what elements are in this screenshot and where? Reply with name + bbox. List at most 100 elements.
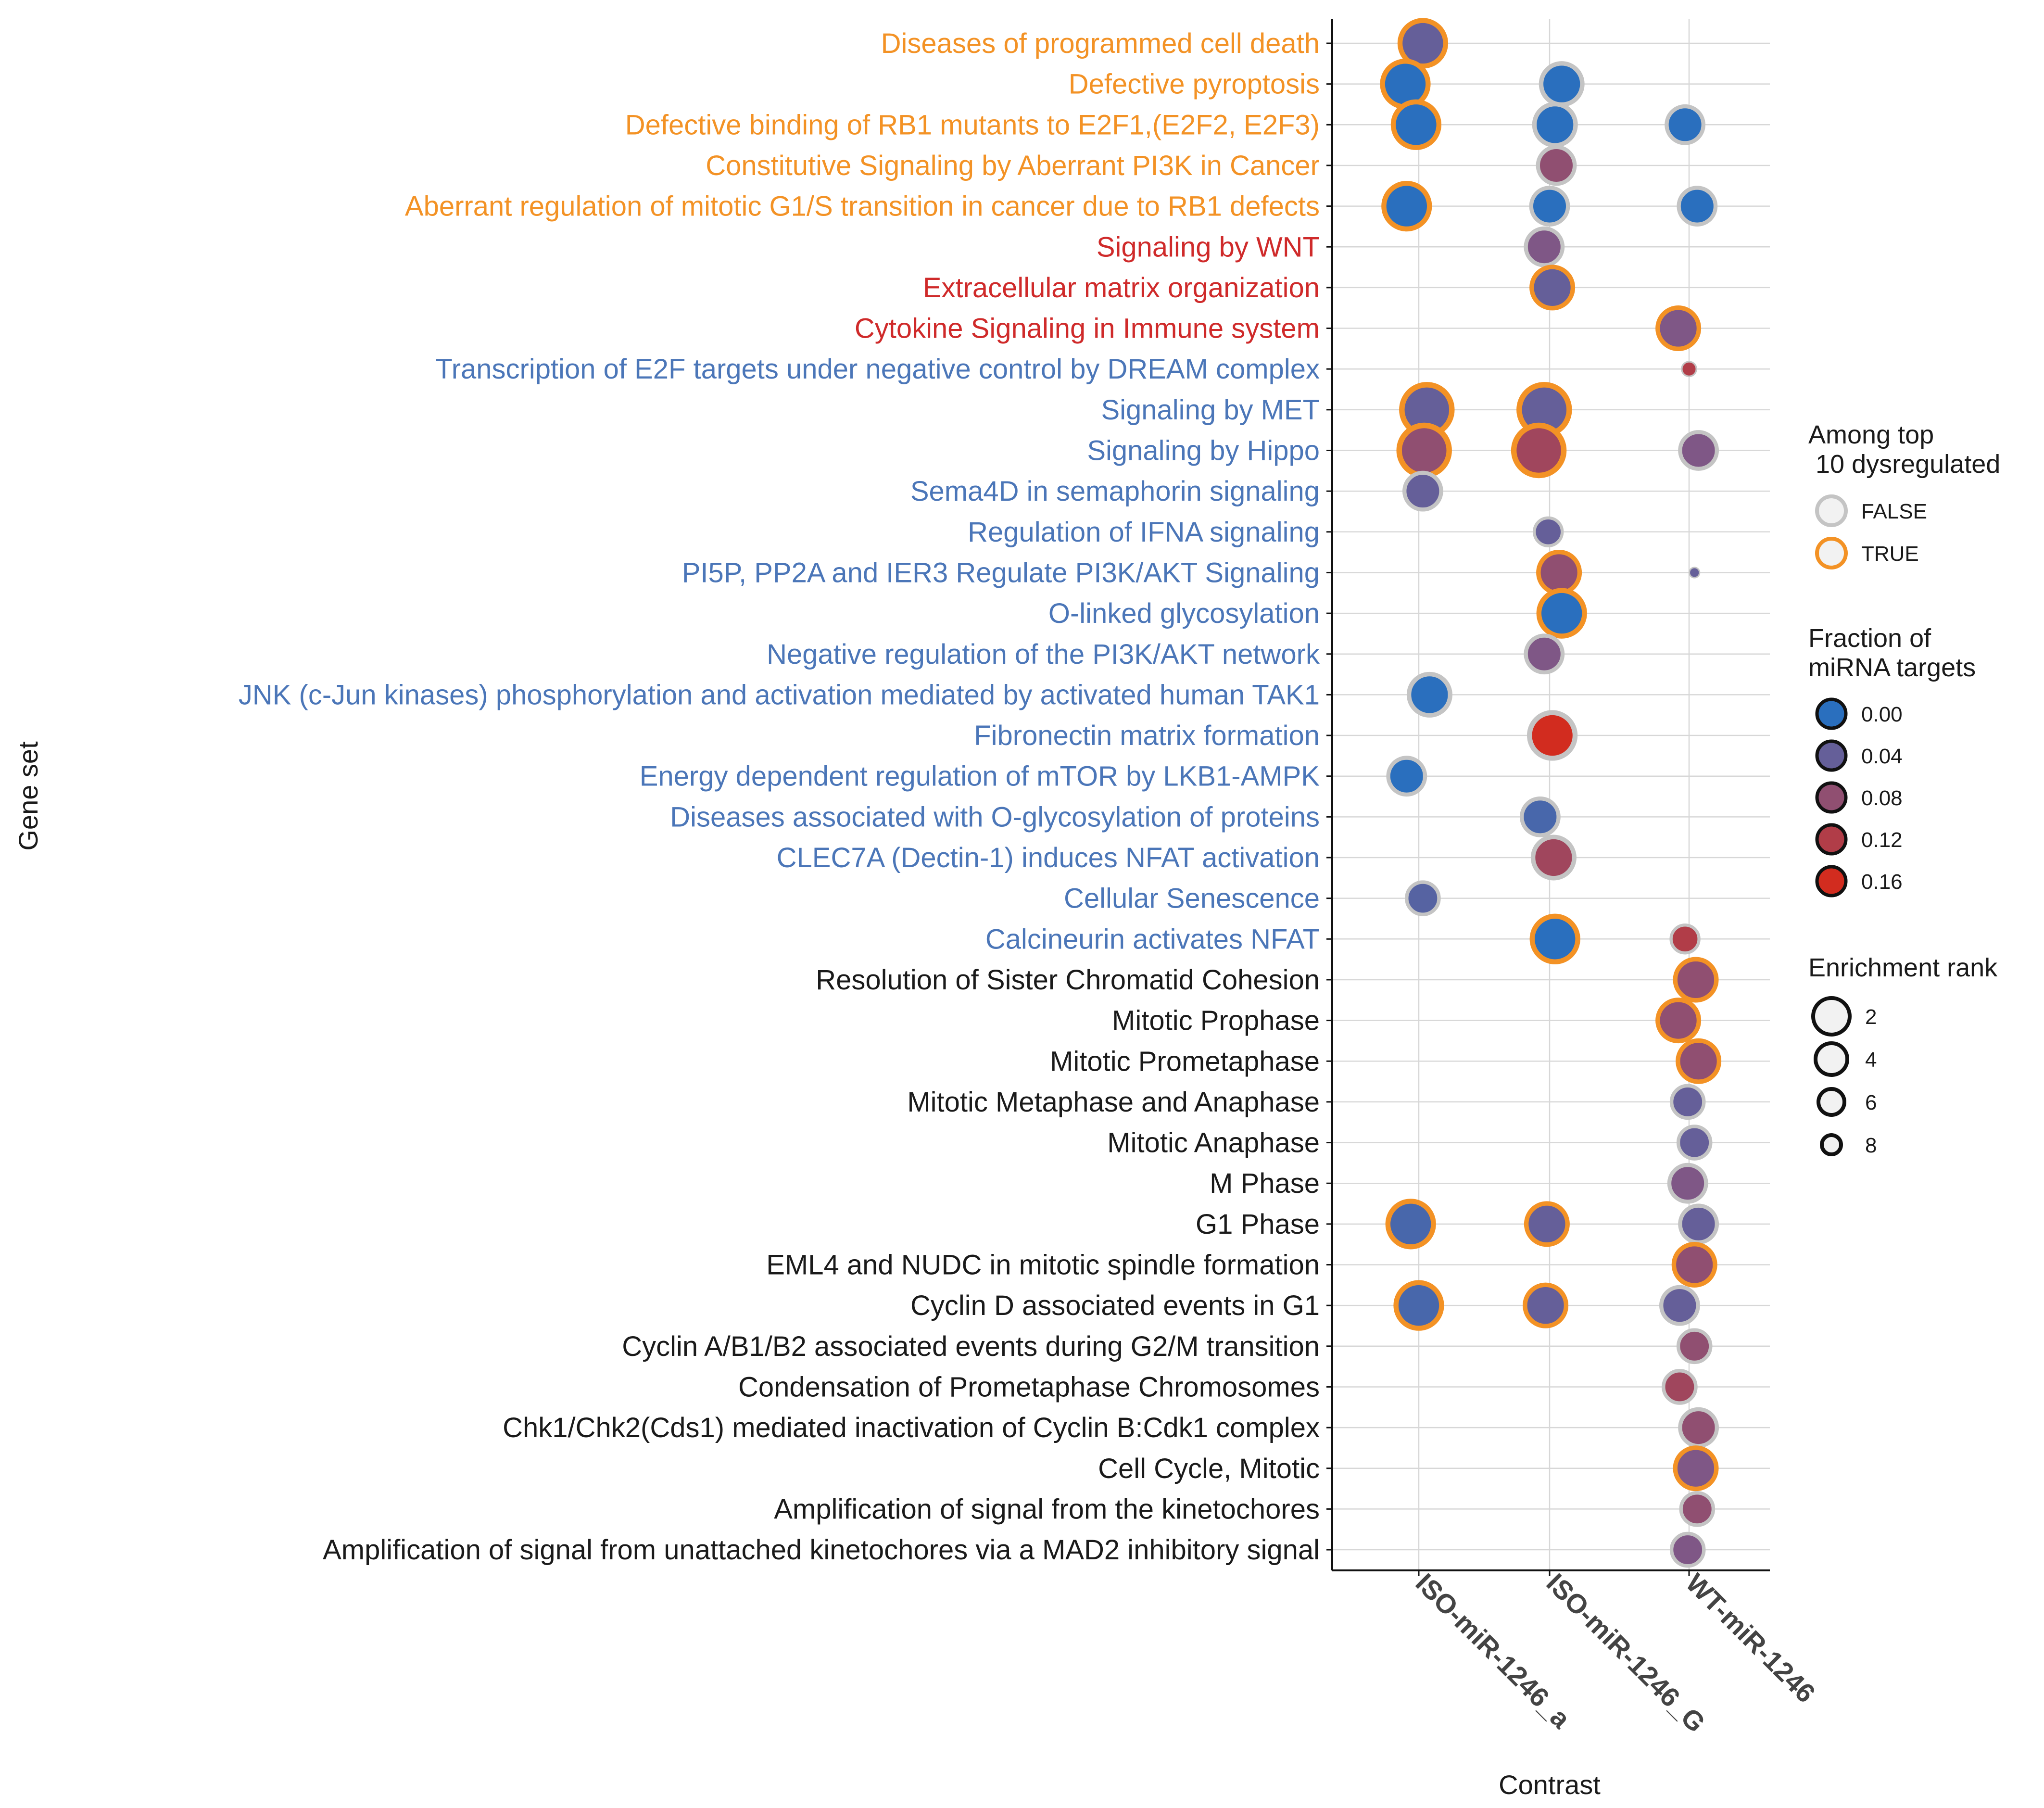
legend-fraction-key <box>1815 697 1848 730</box>
data-point <box>1523 1282 1569 1328</box>
gene-set-label: Cellular Senescence <box>1064 883 1320 914</box>
gene-set-label: Defective pyroptosis <box>1069 69 1320 100</box>
gene-set-label: Cyclin D associated events in G1 <box>910 1290 1320 1321</box>
legend-rank-label: 8 <box>1865 1134 1877 1157</box>
legend-rank-label: 2 <box>1865 1005 1877 1029</box>
gene-set-label: Aberrant regulation of mitotic G1/S tran… <box>405 191 1320 222</box>
gene-set-label: Mitotic Metaphase and Anaphase <box>907 1087 1320 1118</box>
gene-set-label: CLEC7A (Dectin-1) induces NFAT activatio… <box>777 842 1320 873</box>
axes <box>1326 19 1770 1576</box>
legend-top10-label: FALSE <box>1861 500 1927 523</box>
gene-set-label: M Phase <box>1210 1168 1320 1199</box>
gene-set-label: Signaling by Hippo <box>1087 435 1320 467</box>
gene-set-label: Calcineurin activates NFAT <box>985 923 1320 955</box>
data-point <box>1402 470 1443 512</box>
gene-set-label: Mitotic Prometaphase <box>1050 1046 1320 1077</box>
data-point <box>1527 710 1578 761</box>
data-point <box>1665 104 1706 145</box>
data-point <box>1529 913 1580 964</box>
data-point <box>1669 1531 1706 1568</box>
legend: Among top 10 dysregulated FALSE TRUE Frac… <box>1808 420 2000 1157</box>
data-point <box>1524 633 1565 675</box>
gene-set-label: Mitotic Prophase <box>1112 1005 1320 1037</box>
x-axis-title: Contrast <box>1499 1770 1601 1800</box>
legend-fraction-label: 0.04 <box>1861 745 1903 768</box>
gene-set-label: Cell Cycle, Mitotic <box>1098 1453 1320 1484</box>
gene-set-label: Defective binding of RB1 mutants to E2F1… <box>625 109 1320 140</box>
data-point <box>1381 180 1432 232</box>
legend-fraction-title-line2: miRNA targets <box>1808 653 1976 682</box>
data-point <box>1678 1407 1719 1448</box>
data-point <box>1529 265 1576 311</box>
legend-rank-label: 4 <box>1865 1048 1877 1072</box>
gene-set-label: Extracellular matrix organization <box>923 272 1320 303</box>
gene-set-label: Fibronectin matrix formation <box>974 720 1320 751</box>
data-point <box>1678 430 1719 471</box>
gene-set-label: Diseases associated with O-glycosylation… <box>670 801 1320 833</box>
data-point <box>1539 61 1585 107</box>
legend-top10-label: TRUE <box>1861 542 1919 566</box>
data-point <box>1530 834 1577 881</box>
data-point <box>1667 1163 1708 1204</box>
data-point <box>1529 186 1570 227</box>
data-point <box>1673 1445 1719 1492</box>
gene-set-label: Signaling by MET <box>1101 394 1320 426</box>
points <box>1380 18 1722 1568</box>
gene-set-label: EML4 and NUDC in mitotic spindle formati… <box>766 1250 1320 1281</box>
gene-set-label: Signaling by WNT <box>1097 231 1320 263</box>
gene-set-label: JNK (c-Jun kinases) phosphorylation and … <box>239 679 1320 710</box>
gene-set-label: Negative regulation of the PI3K/AKT netw… <box>767 639 1320 670</box>
legend-rank-key <box>1814 1041 1849 1077</box>
gene-set-label: Transcription of E2F targets under negat… <box>435 354 1320 385</box>
gene-set-label: Diseases of programmed cell death <box>881 28 1320 59</box>
data-point <box>1659 1285 1700 1326</box>
legend-rank-key <box>1820 1133 1843 1156</box>
data-point <box>1677 186 1718 227</box>
data-point <box>1655 305 1702 352</box>
gene-set-label: Energy dependent regulation of mTOR by L… <box>640 761 1320 792</box>
data-point <box>1676 1328 1713 1365</box>
gene-set-label: Amplification of signal from unattached … <box>323 1534 1320 1566</box>
gene-set-label: Amplification of signal from the kinetoc… <box>774 1493 1320 1525</box>
data-point <box>1689 567 1701 579</box>
data-point <box>1511 422 1567 479</box>
data-point <box>1393 1280 1444 1331</box>
gene-set-label: PI5P, PP2A and IER3 Regulate PI3K/AKT Si… <box>682 557 1320 588</box>
legend-fraction: Fraction of miRNA targets 0.00 0.04 0.08 0.… <box>1808 624 1976 898</box>
legend-top10: Among top 10 dysregulated FALSE TRUE <box>1808 420 2000 569</box>
gene-set-label: Chk1/Chk2(Cds1) mediated inactivation of… <box>503 1412 1320 1443</box>
gene-set-label: Cytokine Signaling in Immune system <box>855 313 1320 344</box>
legend-fraction-key <box>1815 781 1848 814</box>
data-point <box>1669 1084 1706 1120</box>
data-point <box>1536 145 1577 186</box>
legend-fraction-key <box>1815 823 1848 856</box>
data-point <box>1676 1125 1713 1161</box>
legend-fraction-label: 0.16 <box>1861 870 1903 894</box>
gene-set-label: Sema4D in semaphorin signaling <box>910 476 1320 507</box>
data-point <box>1406 671 1452 718</box>
legend-top10-key <box>1815 537 1848 569</box>
gene-set-label: Resolution of Sister Chromatid Cohesion <box>816 964 1320 996</box>
data-point <box>1662 1369 1698 1405</box>
data-point <box>1386 756 1427 797</box>
data-point <box>1669 923 1701 955</box>
legend-rank-title: Enrichment rank <box>1808 953 1998 982</box>
legend-fraction-key <box>1815 739 1848 772</box>
y-tick-labels: Diseases of programmed cell death Defecti… <box>239 28 1320 1566</box>
gene-set-label: Regulation of IFNA signaling <box>968 517 1320 548</box>
legend-fraction-label: 0.08 <box>1861 786 1903 810</box>
data-point <box>1396 422 1452 479</box>
legend-fraction-key <box>1815 865 1848 898</box>
data-point <box>1390 99 1442 150</box>
data-point <box>1673 957 1719 1003</box>
data-point <box>1519 796 1561 837</box>
legend-rank-key <box>1817 1087 1846 1117</box>
data-point <box>1671 1241 1717 1288</box>
legend-rank: Enrichment rank 2 4 6 8 <box>1808 953 1998 1157</box>
legend-fraction-label: 0.00 <box>1861 703 1903 726</box>
data-point <box>1678 1203 1719 1245</box>
data-point <box>1676 1038 1722 1084</box>
data-point <box>1533 516 1564 547</box>
data-point <box>1524 226 1565 267</box>
